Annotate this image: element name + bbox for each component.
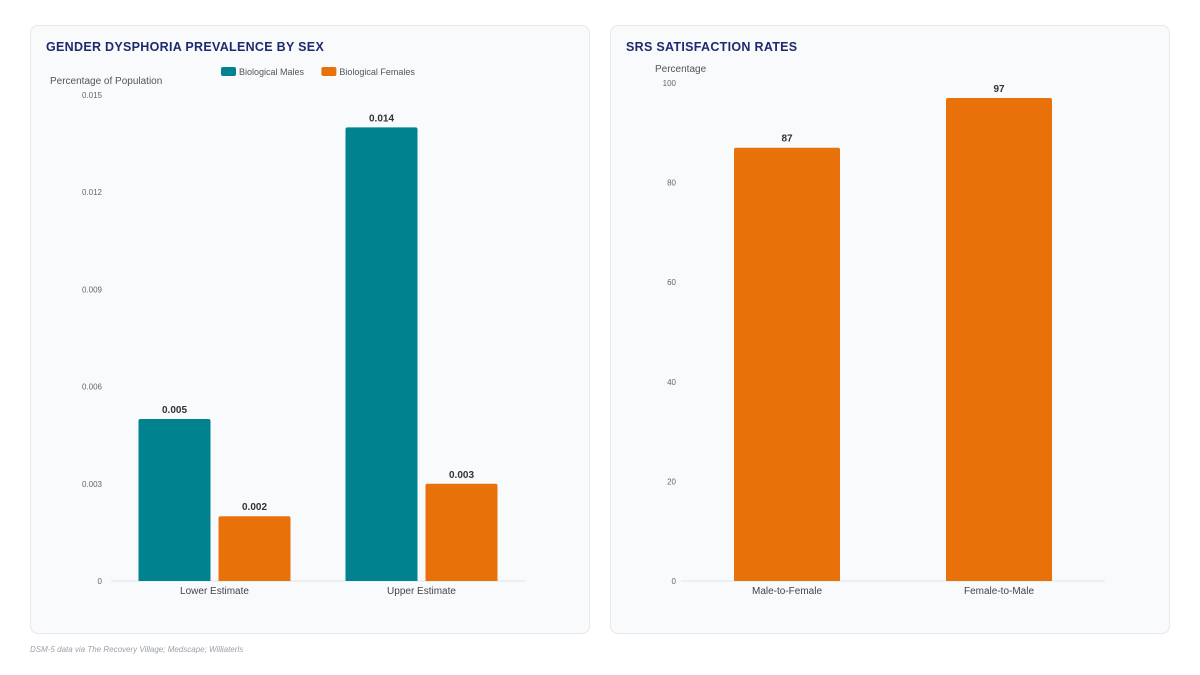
y-tick-label: 20: [667, 477, 676, 486]
data-label: 0.005: [162, 405, 187, 416]
bar: [425, 483, 498, 581]
x-tick-label: Male-to-Female: [752, 586, 822, 597]
legend-swatch: [321, 67, 337, 76]
bar: [734, 147, 840, 581]
y-tick-label: 0.009: [82, 285, 103, 294]
data-label: 0.002: [242, 502, 267, 513]
source-note: DSM-5 data via The Recovery Village; Med…: [30, 645, 244, 654]
prevalence-chart: Biological Males Biological Females Percen…: [50, 67, 525, 597]
satisfaction-chart-panel: SRS SATISFACTION RATES Percentage 0 20 40 60…: [610, 25, 1170, 634]
data-label: 97: [993, 84, 1005, 95]
data-label: 0.003: [449, 470, 474, 481]
bar: [946, 97, 1052, 581]
bar: [345, 127, 418, 582]
y-tick-label: 0.012: [82, 188, 103, 197]
y-axis-label: Percentage of Population: [50, 76, 162, 87]
y-tick-label: 40: [667, 378, 676, 387]
x-tick-label: Upper Estimate: [387, 586, 456, 597]
x-tick-label: Lower Estimate: [180, 586, 249, 597]
y-tick-label: 100: [663, 79, 677, 88]
y-tick-label: 0.003: [82, 480, 103, 489]
chart-title: GENDER DYSPHORIA PREVALENCE BY SEX: [46, 40, 325, 54]
data-label: 0.014: [369, 113, 394, 124]
y-tick-label: 0: [672, 577, 677, 586]
data-label: 87: [781, 134, 793, 145]
y-tick-label: 0.015: [82, 91, 103, 100]
y-tick-label: 0: [98, 577, 103, 586]
bar: [218, 516, 291, 581]
prevalence-chart-panel: GENDER DYSPHORIA PREVALENCE BY SEX Biolo…: [30, 25, 590, 634]
legend-label: Biological Males: [239, 67, 305, 77]
y-tick-label: 60: [667, 278, 676, 287]
bar: [138, 419, 211, 581]
y-tick-label: 0.006: [82, 383, 103, 392]
y-axis-label: Percentage: [655, 64, 707, 75]
legend-swatch: [221, 67, 236, 76]
x-tick-label: Female-to-Male: [964, 586, 1034, 597]
satisfaction-chart: Percentage 0 20 40 60 80 100 Male-to-Female 87 Fe…: [655, 64, 1105, 597]
legend-label: Biological Females: [339, 67, 415, 77]
chart-title: SRS SATISFACTION RATES: [626, 40, 798, 54]
y-tick-label: 80: [667, 179, 676, 188]
